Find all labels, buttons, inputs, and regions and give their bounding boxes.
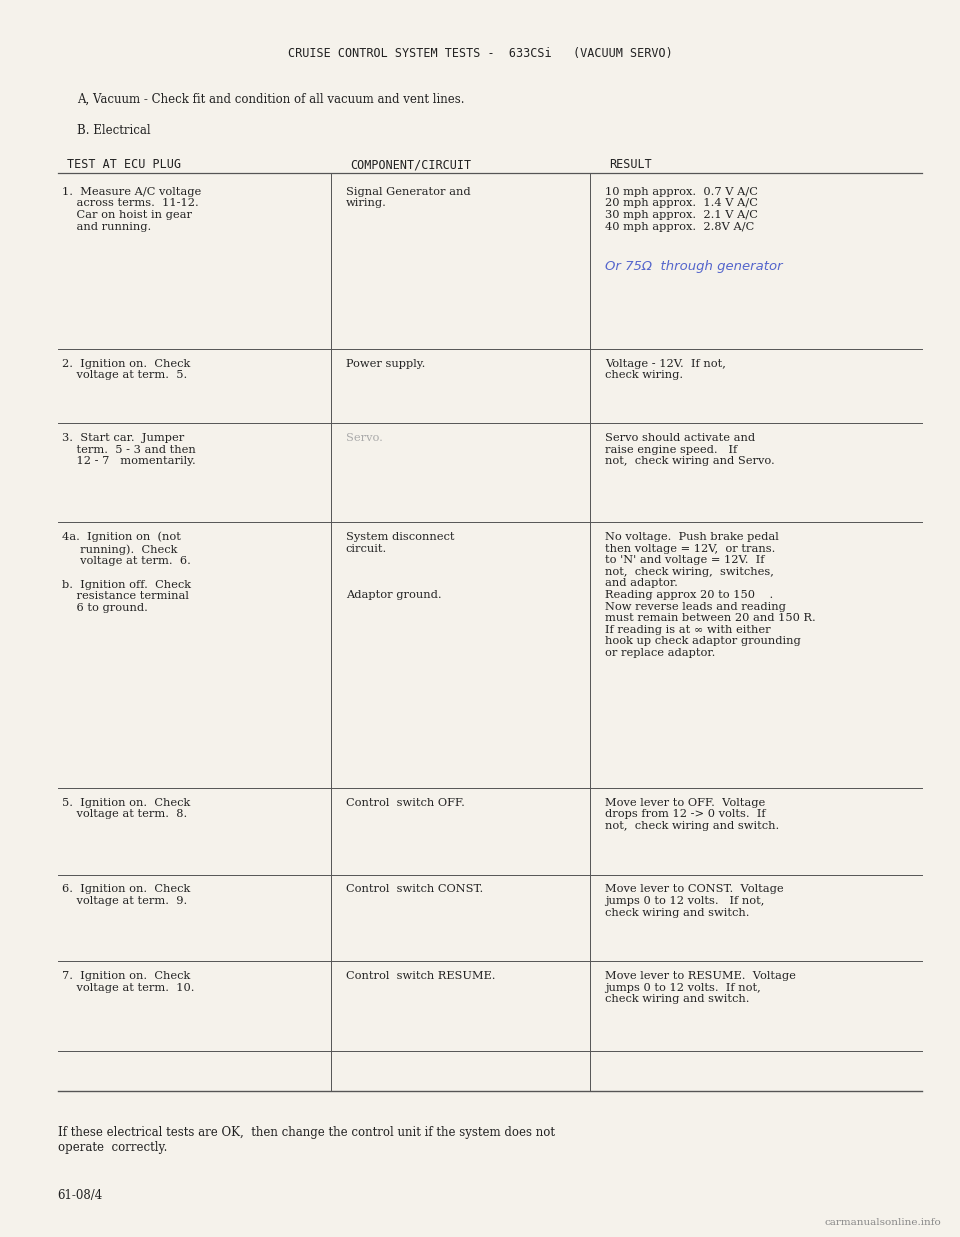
Text: CRUISE CONTROL SYSTEM TESTS -  633CSi   (VACUUM SERVO): CRUISE CONTROL SYSTEM TESTS - 633CSi (VA… <box>288 47 672 61</box>
Text: Servo should activate and
raise engine speed.   If
not,  check wiring and Servo.: Servo should activate and raise engine s… <box>605 433 775 466</box>
Text: Control  switch OFF.: Control switch OFF. <box>346 798 465 808</box>
Text: 2.  Ignition on.  Check
    voltage at term.  5.: 2. Ignition on. Check voltage at term. 5… <box>62 359 191 380</box>
Text: TEST AT ECU PLUG: TEST AT ECU PLUG <box>67 158 181 172</box>
Text: A, Vacuum - Check fit and condition of all vacuum and vent lines.: A, Vacuum - Check fit and condition of a… <box>77 93 465 106</box>
Text: Move lever to OFF.  Voltage
drops from 12 -> 0 volts.  If
not,  check wiring and: Move lever to OFF. Voltage drops from 12… <box>605 798 780 831</box>
Text: System disconnect
circuit.



Adaptor ground.: System disconnect circuit. Adaptor groun… <box>346 532 454 600</box>
Text: 1.  Measure A/C voltage
    across terms.  11-12.
    Car on hoist in gear
    a: 1. Measure A/C voltage across terms. 11-… <box>62 187 202 231</box>
Text: No voltage.  Push brake pedal
then voltage = 12V,  or trans.
to 'N' and voltage : No voltage. Push brake pedal then voltag… <box>605 532 816 658</box>
Text: Servo.: Servo. <box>346 433 382 443</box>
Text: Signal Generator and
wiring.: Signal Generator and wiring. <box>346 187 470 208</box>
Text: Control  switch RESUME.: Control switch RESUME. <box>346 971 495 981</box>
Text: Move lever to CONST.  Voltage
jumps 0 to 12 volts.   If not,
check wiring and sw: Move lever to CONST. Voltage jumps 0 to … <box>605 884 783 918</box>
Text: 3.  Start car.  Jumper
    term.  5 - 3 and then
    12 - 7   momentarily.: 3. Start car. Jumper term. 5 - 3 and the… <box>62 433 196 466</box>
Text: COMPONENT/CIRCUIT: COMPONENT/CIRCUIT <box>350 158 471 172</box>
Text: 10 mph approx.  0.7 V A/C
20 mph approx.  1.4 V A/C
30 mph approx.  2.1 V A/C
40: 10 mph approx. 0.7 V A/C 20 mph approx. … <box>605 187 757 231</box>
Text: 4a.  Ignition on  (not
     running).  Check
     voltage at term.  6.

b.  Igni: 4a. Ignition on (not running). Check vol… <box>62 532 191 612</box>
Text: Move lever to RESUME.  Voltage
jumps 0 to 12 volts.  If not,
check wiring and sw: Move lever to RESUME. Voltage jumps 0 to… <box>605 971 796 1004</box>
Text: 5.  Ignition on.  Check
    voltage at term.  8.: 5. Ignition on. Check voltage at term. 8… <box>62 798 191 819</box>
Text: 7.  Ignition on.  Check
    voltage at term.  10.: 7. Ignition on. Check voltage at term. 1… <box>62 971 195 992</box>
Text: If these electrical tests are OK,  then change the control unit if the system do: If these electrical tests are OK, then c… <box>58 1126 555 1154</box>
Text: Power supply.: Power supply. <box>346 359 425 369</box>
Text: 6.  Ignition on.  Check
    voltage at term.  9.: 6. Ignition on. Check voltage at term. 9… <box>62 884 191 905</box>
Text: B. Electrical: B. Electrical <box>77 124 151 137</box>
Text: Or 75Ω  through generator: Or 75Ω through generator <box>605 260 782 273</box>
Text: RESULT: RESULT <box>610 158 653 172</box>
Text: 61-08/4: 61-08/4 <box>58 1189 103 1202</box>
Text: Voltage - 12V.  If not,
check wiring.: Voltage - 12V. If not, check wiring. <box>605 359 726 380</box>
Text: carmanualsonline.info: carmanualsonline.info <box>824 1218 941 1227</box>
Text: Control  switch CONST.: Control switch CONST. <box>346 884 483 894</box>
